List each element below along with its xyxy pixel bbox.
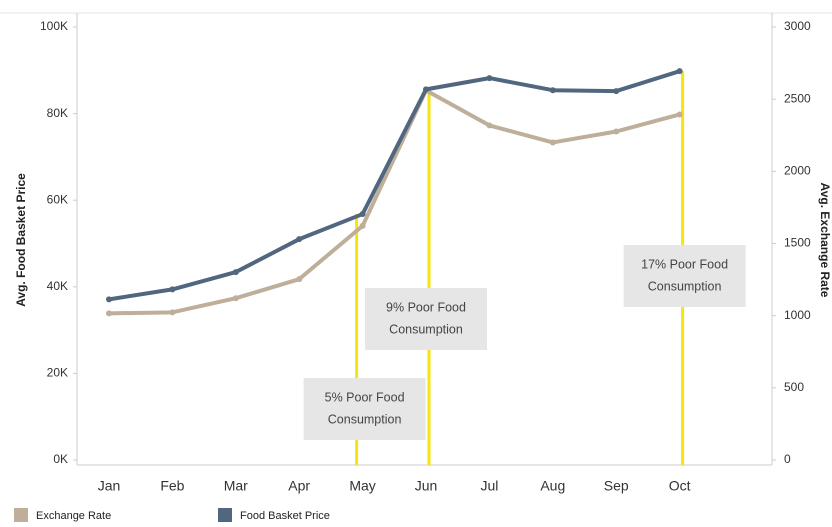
- y2-tick-label: 2000: [784, 164, 811, 178]
- series-line: [108, 88, 681, 316]
- annotation-box: [365, 288, 487, 350]
- annotation-text: 17% Poor Food: [641, 257, 728, 271]
- x-tick-label: Feb: [160, 478, 184, 494]
- annotation-text: Consumption: [389, 322, 463, 336]
- point: [486, 75, 493, 82]
- y-tick-label: 100K: [40, 19, 68, 33]
- x-tick-label: Sep: [604, 478, 629, 494]
- y-tick-label: 80K: [47, 106, 68, 120]
- y-tick-label: 60K: [47, 192, 68, 206]
- x-tick-label: Apr: [288, 478, 310, 494]
- point: [486, 122, 493, 129]
- annotation-box: [623, 245, 746, 307]
- x-tick-label: May: [349, 478, 375, 494]
- x-tick-label: Jan: [98, 478, 121, 494]
- point: [676, 111, 683, 118]
- legend-label: Exchange Rate: [36, 510, 111, 522]
- annotation-text: 5% Poor Food: [325, 390, 405, 404]
- annotation-text: Consumption: [648, 279, 722, 293]
- y-axis-title: Avg. Food Basket Price: [14, 173, 28, 307]
- y-tick-label: 40K: [47, 279, 68, 293]
- legend-label: Food Basket Price: [240, 510, 330, 522]
- y2-tick-label: 0: [784, 452, 791, 466]
- point: [613, 128, 620, 135]
- point: [232, 295, 239, 302]
- legend-swatch: [218, 508, 232, 522]
- annotation-text: 9% Poor Food: [386, 300, 466, 314]
- point: [359, 222, 366, 229]
- point: [169, 309, 176, 316]
- point: [169, 286, 176, 293]
- annotation-text: Consumption: [328, 412, 402, 426]
- x-tick-label: Oct: [669, 478, 691, 494]
- y-tick-label: 0K: [53, 452, 68, 466]
- annotation-box: [303, 378, 426, 440]
- y2-tick-label: 1000: [784, 308, 811, 322]
- point: [106, 310, 112, 317]
- x-tick-label: Jun: [415, 478, 438, 494]
- y2-tick-label: 500: [784, 380, 804, 394]
- point: [423, 86, 429, 93]
- point: [359, 211, 366, 218]
- point: [296, 236, 303, 243]
- x-tick-label: Aug: [540, 478, 565, 494]
- point: [676, 68, 683, 75]
- x-tick-label: Jul: [480, 478, 498, 494]
- x-tick-label: Mar: [224, 478, 248, 494]
- y2-axis-title: Avg. Exchange Rate: [818, 183, 832, 298]
- point: [232, 269, 239, 276]
- point: [549, 87, 556, 94]
- point: [106, 296, 112, 303]
- point: [613, 88, 620, 95]
- point: [549, 139, 556, 146]
- y2-tick-label: 1500: [784, 236, 811, 250]
- y2-tick-label: 2500: [784, 91, 811, 105]
- series-line: [108, 69, 681, 302]
- point: [296, 276, 303, 283]
- legend-swatch: [14, 508, 28, 522]
- y2-tick-label: 3000: [784, 19, 811, 33]
- y-tick-label: 20K: [47, 366, 68, 380]
